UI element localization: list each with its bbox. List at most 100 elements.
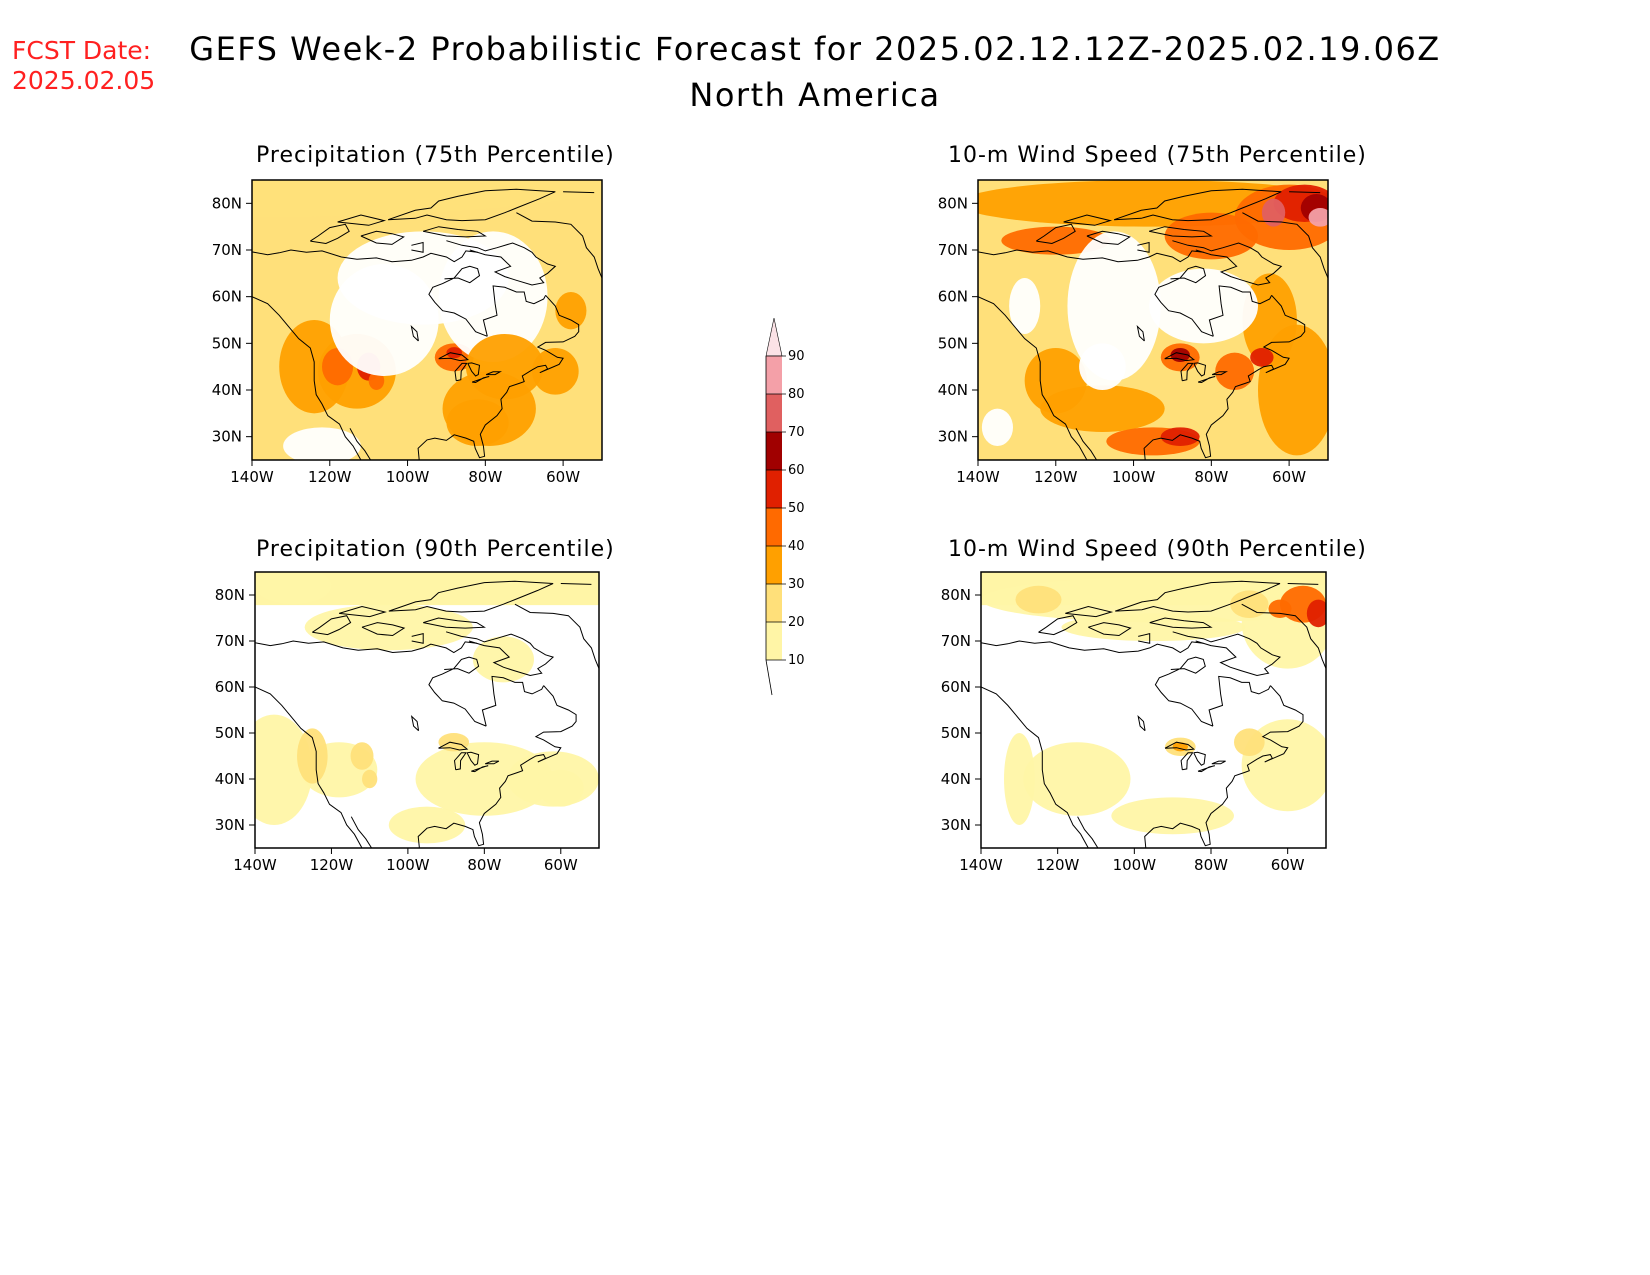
lat-label: 30N [215, 816, 245, 834]
coastline [438, 352, 470, 362]
coastline [388, 580, 554, 613]
lat-label: 30N [941, 816, 971, 834]
shade-region [438, 231, 548, 362]
coastline [1137, 241, 1150, 253]
coastline [417, 294, 580, 460]
lat-label: 70N [215, 632, 245, 650]
panel-title-wind-75: 10-m Wind Speed (75th Percentile) [948, 143, 1367, 168]
lon-label: 120W [1036, 856, 1080, 874]
shade-region [1215, 352, 1255, 391]
shade-region [537, 769, 584, 807]
coastline [454, 362, 468, 382]
shade-region [349, 273, 389, 302]
shade-region [1258, 324, 1328, 456]
coastline [337, 214, 387, 226]
map-panel-precip-75: 80N 70N 60N 50N 40N 30N 140W 120W 100W 80W 60W [212, 179, 603, 486]
coastline [1172, 631, 1281, 677]
coastline [1148, 226, 1213, 238]
shade-region [446, 347, 462, 359]
lat-label: 80N [938, 194, 968, 212]
colorbar-label: 80 [788, 387, 805, 402]
shade-region [388, 806, 466, 844]
coastline [423, 617, 486, 629]
coastline [471, 376, 490, 384]
lat-label: 60N [215, 678, 245, 696]
lon-label: 140W [233, 856, 277, 874]
coastline [1088, 622, 1132, 637]
lat-label: 40N [215, 770, 245, 788]
panel-title-precip-90: Precipitation (90th Percentile) [256, 537, 615, 562]
coastline [467, 362, 481, 377]
coastline [981, 686, 1089, 848]
coastline [1113, 188, 1282, 222]
map-panel-wind-90: 80N 70N 60N 50N 40N 30N 140W 120W 100W 80W 60W [941, 571, 1327, 874]
coastline [1180, 362, 1194, 382]
lat-label: 50N [215, 724, 245, 742]
coastline [516, 212, 602, 279]
panel-title-precip-75: Precipitation (75th Percentile) [256, 143, 615, 168]
coastline [1208, 285, 1273, 337]
coastline [428, 656, 487, 727]
shade-region [1015, 585, 1062, 614]
lon-label: 80W [468, 468, 502, 486]
coastline [466, 751, 480, 766]
lat-label: 40N [938, 381, 968, 399]
coastline [410, 714, 420, 732]
coastline [1208, 675, 1271, 727]
shade-region [1001, 226, 1111, 255]
colorbar-bin [766, 622, 782, 660]
shade-region [1160, 427, 1200, 446]
lon-label: 80W [1194, 856, 1228, 874]
colorbar-cap-bottom [765, 659, 773, 696]
shade-region [446, 399, 509, 446]
shade-region [555, 292, 587, 330]
lon-label: 60W [1272, 468, 1306, 486]
coastline [446, 240, 557, 286]
colorbar-label: 50 [788, 501, 805, 516]
lat-label: 60N [212, 288, 242, 306]
coastline [410, 325, 419, 342]
map-frame [254, 571, 600, 849]
shade-region [1040, 385, 1165, 432]
lon-label: 140W [230, 468, 274, 486]
coastline [1193, 751, 1206, 766]
lat-label: 70N [212, 241, 242, 259]
coastline [1036, 223, 1076, 245]
forecast-date-label: FCST Date: [12, 36, 152, 65]
shade-region [1230, 590, 1269, 618]
coastline [1197, 765, 1215, 773]
colorbar-label: 70 [788, 425, 805, 440]
coastline [482, 285, 547, 337]
coastline [411, 632, 424, 644]
colorbar-label: 20 [788, 615, 805, 630]
colorbar-bin [766, 584, 782, 622]
map-frame [977, 179, 1329, 461]
coastline [1211, 371, 1229, 376]
shade-region [255, 714, 313, 825]
coastline [1154, 265, 1214, 337]
lat-label: 40N [212, 381, 242, 399]
lon-label: 100W [1112, 468, 1156, 486]
coastline [255, 686, 363, 848]
lon-label: 100W [1113, 856, 1157, 874]
lon-label: 60W [546, 468, 580, 486]
colorbar-label: 10 [788, 653, 805, 668]
shade-region [283, 427, 361, 460]
shade-region [532, 348, 579, 395]
forecast-date: FCST Date: 2025.02.05 [12, 36, 155, 96]
lat-label: 70N [941, 632, 971, 650]
coastline [438, 741, 469, 751]
coastline [981, 640, 1204, 654]
map-frame [251, 179, 603, 461]
colorbar-label: 30 [788, 577, 805, 592]
coastline [978, 249, 1204, 263]
shade-region [1009, 278, 1041, 334]
shade-region [1308, 208, 1328, 227]
shade-region [465, 334, 544, 400]
shade-region [1079, 343, 1126, 390]
forecast-date-value: 2025.02.05 [12, 66, 156, 95]
page-title: GEFS Week-2 Probabilistic Forecast for 2… [189, 30, 1441, 68]
coastline [978, 296, 1088, 460]
coastline [563, 191, 595, 194]
lat-label: 60N [938, 288, 968, 306]
